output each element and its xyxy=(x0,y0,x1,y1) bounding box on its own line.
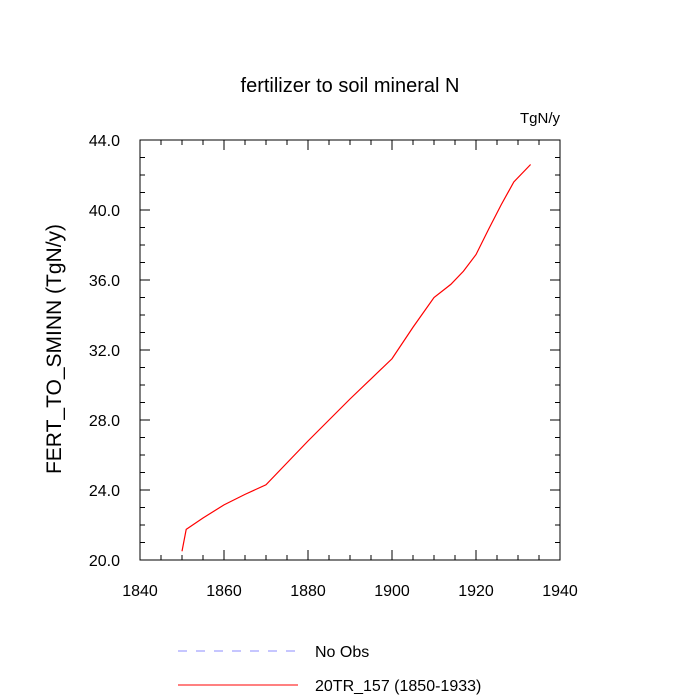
series-line-0 xyxy=(181,164,532,552)
x-tick-label: 1920 xyxy=(458,583,494,600)
x-tick-label: 1860 xyxy=(206,583,242,600)
y-tick-label: 44.0 xyxy=(89,133,120,150)
y-axis-label: FERT_TO_SMINN (TgN/y) xyxy=(43,224,66,474)
series-lines xyxy=(181,164,532,552)
y-tick-label: 20.0 xyxy=(89,553,120,570)
y-tick-label: 40.0 xyxy=(89,203,120,220)
x-tick-labels: 1840 1860 1880 1900 1920 1940 xyxy=(122,583,578,600)
x-tick-label: 1900 xyxy=(374,583,410,600)
units-label: TgN/y xyxy=(520,110,561,127)
x-tick-label: 1880 xyxy=(290,583,326,600)
y-tick-label: 28.0 xyxy=(89,413,120,430)
plot-frame xyxy=(139,139,561,561)
axis-ticks xyxy=(139,139,561,561)
x-tick-label: 1840 xyxy=(122,583,158,600)
legend-label: 20TR_157 (1850-1933) xyxy=(315,678,481,695)
legend-label: No Obs xyxy=(315,644,369,661)
chart-title: fertilizer to soil mineral N xyxy=(241,75,460,97)
legend: No Obs 20TR_157 (1850-1933) xyxy=(178,644,481,695)
x-tick-label: 1940 xyxy=(542,583,578,600)
y-tick-label: 24.0 xyxy=(89,483,120,500)
y-tick-label: 32.0 xyxy=(89,343,120,360)
y-tick-labels: 20.0 24.0 28.0 32.0 36.0 40.0 44.0 xyxy=(89,133,120,570)
y-tick-label: 36.0 xyxy=(89,273,120,290)
